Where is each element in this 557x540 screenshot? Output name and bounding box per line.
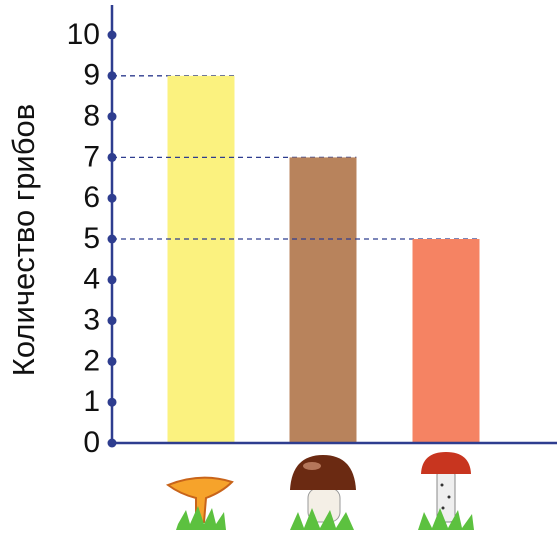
y-tick-label: 7	[83, 140, 100, 173]
y-axis-label: Количество грибов	[6, 104, 41, 376]
y-tick	[107, 234, 117, 244]
y-tick	[107, 397, 117, 407]
y-tick	[107, 71, 117, 81]
category-icons	[165, 452, 474, 530]
y-tick	[107, 316, 117, 326]
y-tick-label: 8	[83, 100, 100, 133]
bar	[167, 75, 235, 444]
y-tick-label: 3	[83, 304, 100, 337]
y-tick-label: 0	[83, 426, 100, 459]
y-tick-label: 9	[83, 59, 100, 92]
y-tick	[107, 275, 117, 285]
y-tick	[107, 152, 117, 162]
y-tick-label: 5	[83, 222, 100, 255]
y-tick-label: 6	[83, 181, 100, 214]
y-tick-label: 2	[83, 344, 100, 377]
chanterelle-icon	[165, 476, 234, 530]
y-tick	[107, 193, 117, 203]
y-tick	[107, 438, 117, 448]
y-tick-label: 4	[83, 263, 100, 296]
porcini-icon	[290, 455, 356, 530]
y-tick	[107, 30, 117, 40]
y-tick	[107, 112, 117, 122]
y-tick-label: 1	[83, 385, 100, 418]
y-tick	[107, 356, 117, 366]
redcap-icon	[418, 452, 474, 530]
bar	[412, 239, 480, 443]
y-tick-label: 10	[67, 18, 100, 51]
bar	[289, 157, 357, 443]
